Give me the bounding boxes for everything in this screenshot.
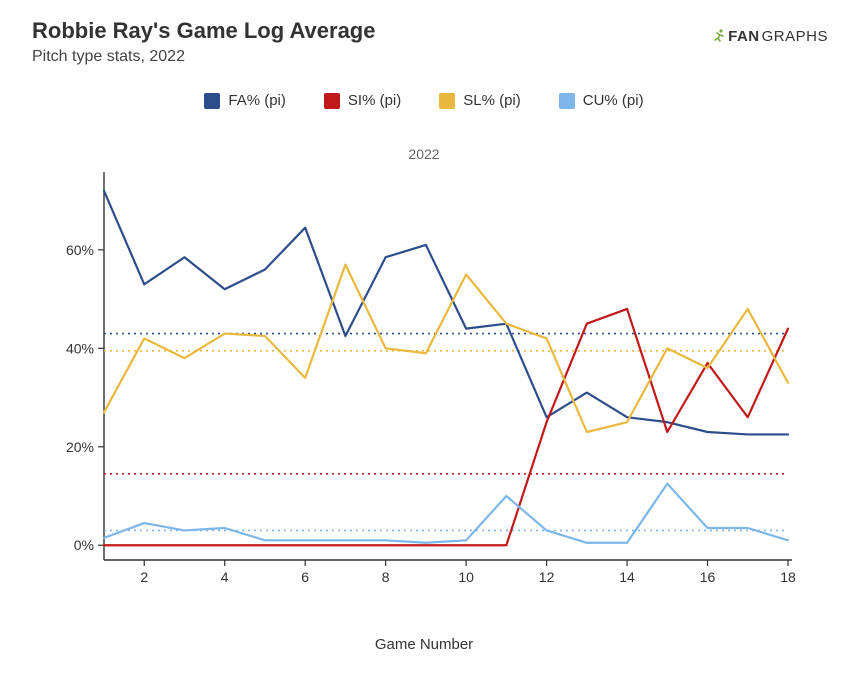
title-block: Robbie Ray's Game Log Average Pitch type… (32, 18, 375, 66)
legend-label-fa: FA% (pi) (228, 92, 286, 109)
chart-page: Robbie Ray's Game Log Average Pitch type… (0, 0, 848, 689)
y-tick-label: 20% (66, 439, 94, 455)
legend-swatch-si (324, 93, 340, 109)
brand-fan: FAN (728, 28, 760, 45)
x-axis-title: Game Number (0, 636, 848, 653)
runner-icon (711, 28, 725, 45)
legend-label-sl: SL% (pi) (463, 92, 521, 109)
x-tick-label: 12 (539, 569, 555, 585)
plot-area: 0% 20% 40% 60% 2 4 6 8 10 12 14 16 18 (48, 168, 808, 600)
x-tick-label: 16 (700, 569, 716, 585)
y-tick-label: 0% (74, 537, 94, 553)
x-tick-label: 10 (458, 569, 474, 585)
fangraphs-logo[interactable]: FANGRAPHS (711, 28, 828, 45)
legend-swatch-cu (559, 93, 575, 109)
legend: FA% (pi) SI% (pi) SL% (pi) CU% (pi) (0, 92, 848, 109)
x-tick-label: 8 (382, 569, 390, 585)
series-sl[interactable] (104, 265, 788, 432)
legend-item-fa[interactable]: FA% (pi) (204, 92, 286, 109)
chart-subtitle: Pitch type stats, 2022 (32, 48, 375, 66)
chart-title: Robbie Ray's Game Log Average (32, 18, 375, 44)
y-tick-label: 60% (66, 242, 94, 258)
legend-item-sl[interactable]: SL% (pi) (439, 92, 521, 109)
x-tick-label: 4 (221, 569, 229, 585)
legend-swatch-sl (439, 93, 455, 109)
x-tick-label: 2 (140, 569, 148, 585)
legend-swatch-fa (204, 93, 220, 109)
year-label: 2022 (0, 146, 848, 162)
y-tick-label: 40% (66, 340, 94, 356)
legend-item-si[interactable]: SI% (pi) (324, 92, 401, 109)
x-tick-label: 18 (780, 569, 796, 585)
brand-graphs: GRAPHS (762, 28, 828, 45)
legend-label-cu: CU% (pi) (583, 92, 644, 109)
x-tick-label: 6 (301, 569, 309, 585)
legend-item-cu[interactable]: CU% (pi) (559, 92, 644, 109)
legend-label-si: SI% (pi) (348, 92, 401, 109)
series-cu[interactable] (104, 484, 788, 543)
x-tick-label: 14 (619, 569, 635, 585)
